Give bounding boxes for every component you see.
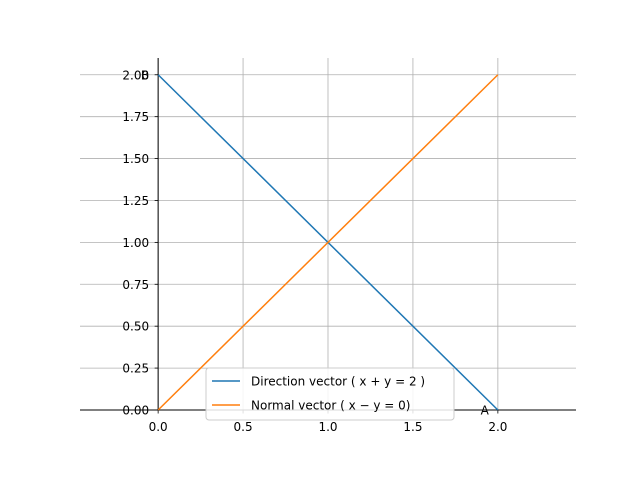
x-tick-label: 0.0 xyxy=(149,420,168,434)
series-line-2 xyxy=(157,74,499,411)
y-tick-label: 1.00 xyxy=(122,236,149,250)
x-tick-label: 1.5 xyxy=(403,420,422,434)
point-label-a: A xyxy=(481,404,490,418)
x-tick-label: 0.5 xyxy=(234,420,253,434)
y-tick-label: 0.50 xyxy=(122,320,149,334)
ticks: 0.0 0.5 1.0 1.5 2.0 0.00 0.25 0.50 0.75 1.00 1.25 1… xyxy=(122,68,507,434)
x-tick-label: 2.0 xyxy=(488,420,507,434)
legend: Direction vector ( x + y = 2 ) Normal vec… xyxy=(205,367,455,421)
y-tick-label: 0.75 xyxy=(122,278,149,292)
grid xyxy=(80,58,576,411)
legend-label-2: Normal vector ( x − y = 0) xyxy=(251,399,411,413)
y-tick-label: 0.00 xyxy=(122,404,149,418)
y-tick-label: 2.00 xyxy=(122,68,149,82)
legend-box xyxy=(205,367,455,421)
y-tick-label: 1.25 xyxy=(122,194,149,208)
series-layer xyxy=(157,74,499,411)
point-label-b: B xyxy=(141,68,149,82)
annotations: AB xyxy=(141,68,490,417)
y-tick-label: 0.25 xyxy=(122,362,149,376)
x-tick-label: 1.0 xyxy=(318,420,337,434)
y-tick-label: 1.75 xyxy=(122,110,149,124)
legend-label-1: Direction vector ( x + y = 2 ) xyxy=(251,375,425,389)
y-tick-label: 1.50 xyxy=(122,152,149,166)
